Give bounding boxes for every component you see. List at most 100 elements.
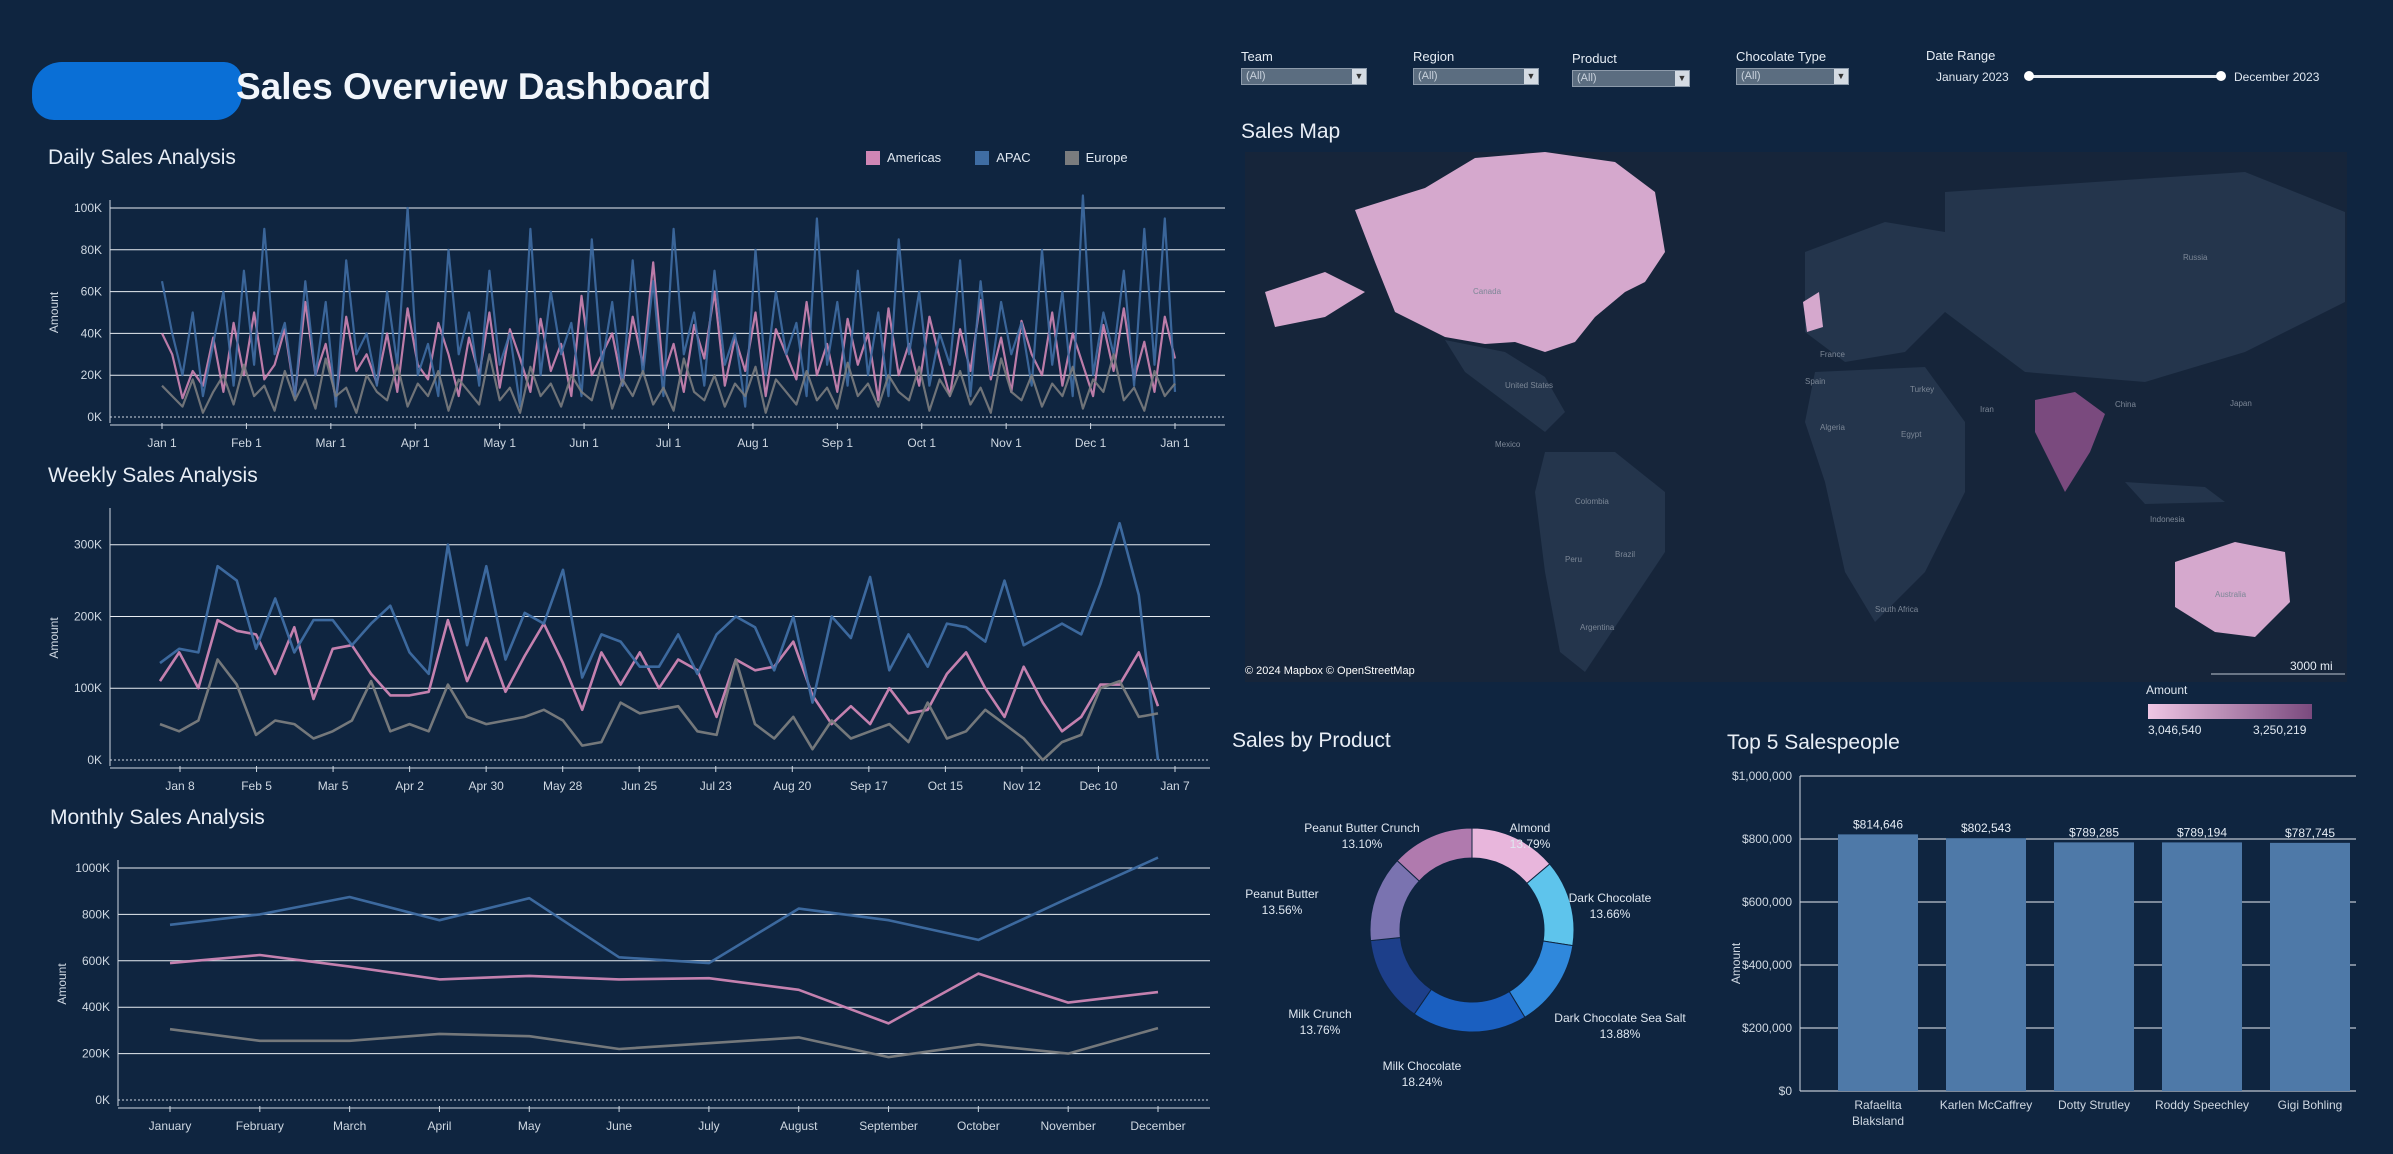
map-legend-title: Amount (2146, 683, 2188, 697)
x-tick-label: Oct 15 (928, 779, 964, 793)
series-line-americas[interactable] (161, 261, 1177, 402)
product-label: Milk Crunch (1288, 1007, 1351, 1021)
x-tick-label: Nov 12 (1003, 779, 1041, 793)
map-label: Argentina (1580, 623, 1615, 632)
sales-map[interactable]: Canada United States Mexico Colombia Bra… (1245, 152, 2347, 682)
series-line-apac[interactable] (159, 521, 1160, 761)
filter-label: Chocolate Type (1736, 49, 1827, 64)
monthly-sales-chart[interactable]: 1000K 800K 600K 400K 200K 0K Amount January Febr… (40, 840, 1230, 1140)
y-tick-label: 20K (81, 368, 102, 382)
y-tick-label: $800,000 (1742, 832, 1792, 846)
donut-slice[interactable] (1396, 827, 1473, 882)
map-label: Canada (1473, 287, 1502, 296)
team-select[interactable]: (All) ▼ (1241, 68, 1367, 85)
x-tick-label: Aug 20 (773, 779, 811, 793)
x-tick-label: Jan 1 (147, 436, 177, 450)
bar[interactable] (2162, 842, 2242, 1091)
map-scale: 3000 mi (2290, 659, 2333, 673)
x-tick-label: Mar 1 (315, 436, 346, 450)
chocolate-type-select[interactable]: (All) ▼ (1736, 68, 1849, 85)
map-label: Russia (2183, 253, 2208, 262)
chevron-down-icon[interactable]: ▼ (1675, 71, 1689, 86)
select-value: (All) (1741, 70, 1761, 82)
series-line-europe[interactable] (161, 353, 1176, 414)
chevron-down-icon[interactable]: ▼ (1352, 69, 1366, 84)
bar[interactable] (1838, 834, 1918, 1091)
bar-value-label: $787,745 (2285, 826, 2335, 840)
map-label: Algeria (1820, 423, 1845, 432)
select-value: (All) (1577, 72, 1597, 84)
filter-chocolate-type[interactable]: Chocolate Type (All) ▼ (1736, 49, 1849, 85)
map-attribution[interactable]: © 2024 Mapbox © OpenStreetMap (1245, 665, 1415, 677)
bar[interactable] (1946, 838, 2026, 1091)
date-range-start: January 2023 (1936, 70, 2009, 84)
top-salespeople-chart[interactable]: $1,000,000 $800,000 $600,000 $400,000 $200,0… (1720, 760, 2360, 1145)
slider-handle-start[interactable] (2024, 71, 2034, 81)
map-india (2035, 392, 2105, 492)
map-label: Brazil (1615, 550, 1635, 559)
sales-by-product-chart[interactable]: Almond 13.79% Dark Chocolate 13.66% Dark Cho… (1240, 770, 1710, 1150)
bar-category-label: Blaksland (1852, 1114, 1904, 1128)
x-tick-label: Jun 1 (569, 436, 599, 450)
map-asia (1945, 172, 2345, 382)
series-line-americas[interactable] (169, 953, 1159, 1025)
donut-slice[interactable] (1370, 936, 1432, 1015)
bar[interactable] (2270, 842, 2350, 1091)
x-tick-label: Sep 17 (850, 779, 888, 793)
filter-label: Product (1572, 51, 1617, 66)
filter-region[interactable]: Region (All) ▼ (1413, 49, 1539, 85)
y-tick-label: 800K (82, 907, 110, 921)
legend-europe[interactable]: Europe (1064, 150, 1128, 165)
series-line-americas[interactable] (158, 618, 1160, 733)
x-tick-label: April (427, 1119, 451, 1133)
map-legend-min: 3,046,540 (2148, 723, 2202, 737)
region-select[interactable]: (All) ▼ (1413, 68, 1539, 85)
bar[interactable] (2054, 842, 2134, 1091)
x-tick-label: May (518, 1119, 541, 1133)
date-range-slider[interactable] (2028, 75, 2218, 78)
product-label: Milk Chocolate (1383, 1059, 1462, 1073)
filter-date-range[interactable]: Date Range January 2023 December 2023 (1926, 48, 2336, 88)
y-tick-label: 40K (81, 326, 102, 340)
product-label: Almond (1510, 821, 1551, 835)
map-label: United States (1505, 381, 1553, 390)
bar-category-label: Karlen McCaffrey (1940, 1098, 2032, 1112)
x-tick-label: Dec 1 (1075, 436, 1107, 450)
filter-team[interactable]: Team (All) ▼ (1241, 49, 1367, 85)
map-label: Spain (1805, 377, 1825, 386)
x-tick-label: March (333, 1119, 366, 1133)
series-line-europe[interactable] (159, 658, 1159, 762)
series-line-apac[interactable] (169, 856, 1159, 965)
x-tick-label: Nov 1 (990, 436, 1022, 450)
y-axis-label: Amount (1729, 942, 1743, 984)
filter-product[interactable]: Product (All) ▼ (1572, 51, 1690, 87)
y-tick-label: 200K (74, 609, 102, 623)
weekly-sales-chart[interactable]: 300K 200K 100K 0K Amount Jan 8 Feb 5 Mar 5 Apr 2… (40, 498, 1230, 798)
monthly-title: Monthly Sales Analysis (50, 806, 265, 829)
slider-handle-end[interactable] (2216, 71, 2226, 81)
y-tick-label: 300K (74, 538, 102, 552)
map-legend-max: 3,250,219 (2253, 723, 2307, 737)
product-title: Sales by Product (1232, 729, 1391, 752)
legend-americas[interactable]: Americas (866, 150, 941, 165)
legend-swatch (866, 150, 880, 165)
series-line-apac[interactable] (160, 194, 1177, 408)
product-select[interactable]: (All) ▼ (1572, 70, 1690, 87)
series-line-europe[interactable] (169, 1026, 1159, 1059)
bar-value-label: $789,285 (2069, 825, 2119, 839)
map-uk (1803, 292, 1823, 332)
legend-apac[interactable]: APAC (975, 150, 1031, 165)
daily-sales-chart[interactable]: 100K 80K 60K 40K 20K 0K Amount Jan 1 Feb 1 Mar 1 A… (40, 180, 1230, 480)
product-label: Dark Chocolate Sea Salt (1554, 1011, 1686, 1025)
chevron-down-icon[interactable]: ▼ (1834, 69, 1848, 84)
x-tick-label: June (606, 1119, 632, 1133)
x-tick-label: Feb 1 (231, 436, 262, 450)
x-tick-label: Mar 5 (318, 779, 349, 793)
chevron-down-icon[interactable]: ▼ (1524, 69, 1538, 84)
x-tick-label: Oct 1 (907, 436, 936, 450)
donut-slice[interactable] (1413, 988, 1526, 1033)
x-tick-label: February (236, 1119, 284, 1133)
legend[interactable]: Americas APAC Europe (866, 150, 1128, 165)
date-range-end: December 2023 (2234, 70, 2320, 84)
donut-slice[interactable] (1508, 940, 1574, 1018)
